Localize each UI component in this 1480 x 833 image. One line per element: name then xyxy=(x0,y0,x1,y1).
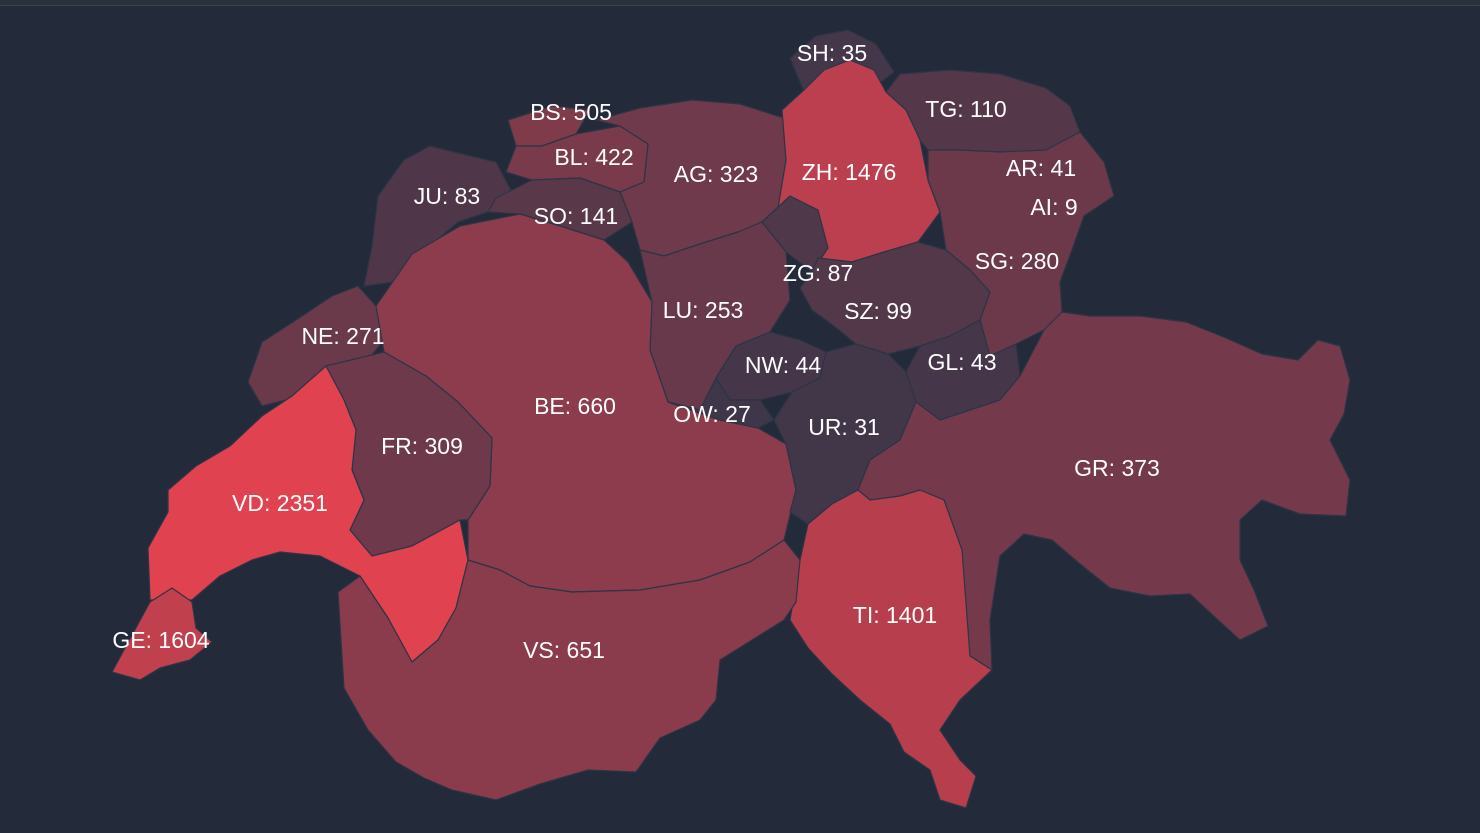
canton-label-bs: BS: 505 xyxy=(530,99,612,125)
canton-label-ti: TI: 1401 xyxy=(853,602,937,628)
canton-label-zg: ZG: 87 xyxy=(783,260,853,286)
canton-label-ju: JU: 83 xyxy=(414,183,480,209)
canton-label-sz: SZ: 99 xyxy=(844,298,912,324)
canton-ti[interactable] xyxy=(789,489,993,809)
canton-label-ar: AR: 41 xyxy=(1006,155,1076,181)
canton-label-so: SO: 141 xyxy=(534,203,618,229)
canton-label-lu: LU: 253 xyxy=(663,297,744,323)
canton-label-ag: AG: 323 xyxy=(674,161,758,187)
canton-ge[interactable] xyxy=(111,587,213,681)
canton-label-sg: SG: 280 xyxy=(975,248,1059,274)
top-border xyxy=(0,0,1480,6)
canton-label-be: BE: 660 xyxy=(534,393,616,419)
canton-label-vs: VS: 651 xyxy=(523,637,605,663)
canton-vd[interactable] xyxy=(147,365,469,663)
canton-label-nw: NW: 44 xyxy=(745,352,821,378)
canton-label-gr: GR: 373 xyxy=(1074,455,1160,481)
canton-label-gl: GL: 43 xyxy=(927,349,996,375)
canton-so[interactable] xyxy=(487,177,633,241)
canton-label-bl: BL: 422 xyxy=(554,144,633,170)
canton-label-fr: FR: 309 xyxy=(381,433,463,459)
canton-label-tg: TG: 110 xyxy=(925,96,1006,122)
canton-vs[interactable] xyxy=(337,539,801,801)
canton-label-ne: NE: 271 xyxy=(301,323,384,349)
canton-ow[interactable] xyxy=(667,377,775,429)
canton-label-ge: GE: 1604 xyxy=(112,627,209,653)
canton-label-ai: AI: 9 xyxy=(1030,194,1077,220)
canton-label-ow: OW: 27 xyxy=(673,401,751,427)
canton-label-sh: SH: 35 xyxy=(797,40,867,66)
canton-label-ur: UR: 31 xyxy=(808,414,880,440)
canton-label-vd: VD: 2351 xyxy=(232,490,328,516)
canton-label-zh: ZH: 1476 xyxy=(802,159,897,185)
